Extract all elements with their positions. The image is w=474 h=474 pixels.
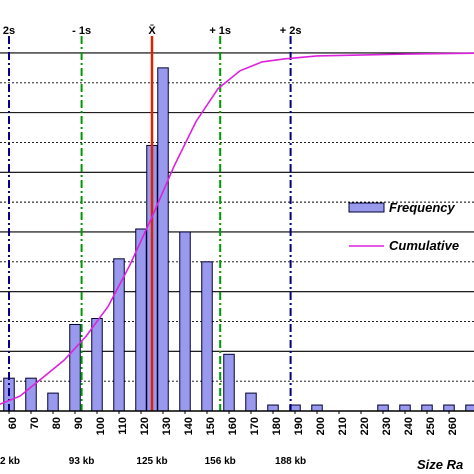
frequency-bar xyxy=(47,392,59,412)
legend-swatch-frequency xyxy=(348,202,385,213)
x-tick-label: 90 xyxy=(73,417,85,429)
frequency-bar xyxy=(421,404,433,412)
x-tick-label: 60 xyxy=(7,417,19,429)
sd-label: X̄ xyxy=(148,25,156,37)
sd-lines: 2s - 1s X̄ + 1s + 2s xyxy=(3,25,302,411)
kb-label: 156 kb xyxy=(205,456,236,467)
x-tick-label: 250 xyxy=(425,417,437,435)
frequency-bar xyxy=(201,261,213,412)
x-tick-labels: 60 70 80 90 100 110 120 130 140 150 160 170 180 190 20… xyxy=(7,411,459,435)
legend-label-frequency: Frequency xyxy=(389,200,456,215)
kb-labels: 2 kb 93 kb 125 kb 156 kb 188 kb xyxy=(0,456,306,467)
gridlines xyxy=(0,52,474,382)
x-tick-label: 150 xyxy=(205,417,217,435)
x-tick-label: 260 xyxy=(447,417,459,435)
x-tick-label: 100 xyxy=(95,417,107,435)
legend: Frequency Cumulative xyxy=(348,200,459,253)
frequency-bar xyxy=(223,353,235,412)
frequency-bar xyxy=(377,404,389,412)
frequency-bar xyxy=(443,404,455,412)
sd-label: + 1s xyxy=(209,25,231,37)
x-tick-label: 220 xyxy=(359,417,371,435)
frequency-bar xyxy=(113,258,125,412)
x-tick-label: 70 xyxy=(29,417,41,429)
frequency-bar xyxy=(25,377,37,412)
cumulative-curve xyxy=(0,52,474,406)
frequency-bar xyxy=(135,228,147,412)
sd-label: + 2s xyxy=(280,25,302,37)
sd-label: 2s xyxy=(3,25,15,37)
frequency-bar xyxy=(91,318,103,412)
x-tick-label: 240 xyxy=(403,417,415,435)
x-tick-label: 190 xyxy=(293,417,305,435)
x-tick-label: 120 xyxy=(139,417,151,435)
kb-label: 93 kb xyxy=(69,456,95,467)
frequency-bar xyxy=(267,404,279,412)
frequency-bar xyxy=(465,404,474,412)
x-tick-label: 80 xyxy=(51,417,63,429)
kb-label: 125 kb xyxy=(136,456,167,467)
frequency-bar xyxy=(399,404,411,412)
x-tick-label: 210 xyxy=(337,417,349,435)
x-axis-title: Size Ra xyxy=(417,457,463,472)
x-tick-label: 160 xyxy=(227,417,239,435)
x-tick-label: 180 xyxy=(271,417,283,435)
frequency-bar xyxy=(311,404,323,412)
x-tick-label: 140 xyxy=(183,417,195,435)
kb-label: 188 kb xyxy=(275,456,306,467)
x-tick-label: 170 xyxy=(249,417,261,435)
x-tick-label: 200 xyxy=(315,417,327,435)
x-tick-label: 130 xyxy=(161,417,173,435)
kb-label: 2 kb xyxy=(0,456,20,467)
frequency-bar xyxy=(179,231,191,412)
legend-label-cumulative: Cumulative xyxy=(389,238,459,253)
cumulative-line xyxy=(0,52,474,406)
sd-label: - 1s xyxy=(72,25,91,37)
frequency-bar xyxy=(245,392,257,412)
x-tick-label: 110 xyxy=(117,417,129,435)
x-tick-label: 230 xyxy=(381,417,393,435)
frequency-bar xyxy=(69,323,81,412)
frequency-bar xyxy=(157,67,169,412)
